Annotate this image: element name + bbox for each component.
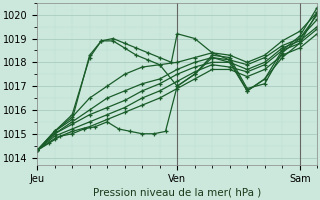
X-axis label: Pression niveau de la mer( hPa ): Pression niveau de la mer( hPa )	[93, 187, 261, 197]
